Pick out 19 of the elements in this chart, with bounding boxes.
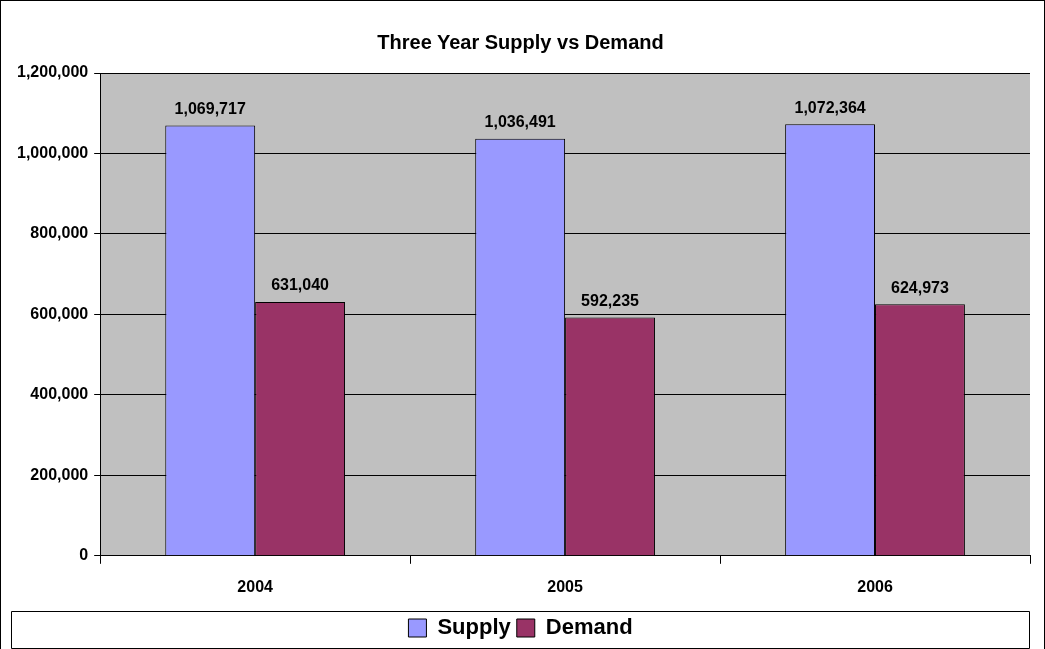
x-tick-label: 2004	[237, 577, 274, 595]
x-tick-label: 2006	[857, 577, 893, 595]
data-label: 631,040	[271, 276, 330, 294]
data-label: 1,072,364	[794, 98, 866, 116]
data-label: 1,069,717	[174, 99, 246, 117]
y-tick-label: 400,000	[30, 385, 89, 403]
y-tick-label: 1,200,000	[16, 63, 89, 81]
legend-label: Demand	[545, 614, 633, 640]
y-tick-label: 0	[79, 546, 89, 564]
y-tick-label: 1,000,000	[16, 143, 89, 161]
data-label: 592,235	[581, 291, 640, 309]
data-label: 1,036,491	[484, 113, 556, 131]
legend-label: Supply	[437, 614, 512, 640]
data-label: 624,973	[891, 278, 949, 296]
y-tick-label: 200,000	[30, 465, 89, 483]
chart-title: Three Year Supply vs Demand	[377, 30, 664, 53]
y-tick-label: 800,000	[30, 224, 89, 242]
x-tick-label: 2005	[547, 577, 583, 595]
y-tick-label: 600,000	[30, 304, 89, 322]
